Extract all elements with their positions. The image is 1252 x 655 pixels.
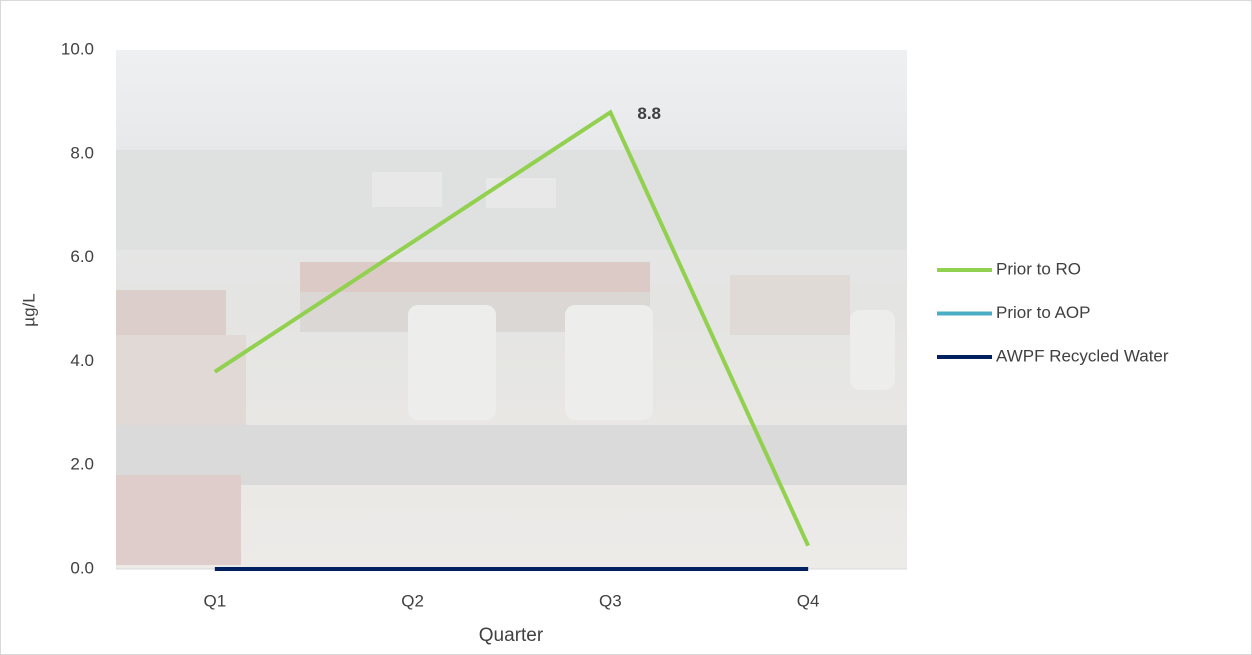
data-label: 8.8: [637, 104, 661, 123]
y-tick-label: 4.0: [70, 351, 94, 370]
legend-label: Prior to AOP: [996, 303, 1090, 322]
x-tick-label: Q4: [797, 591, 820, 610]
legend-label: AWPF Recycled Water: [996, 346, 1169, 365]
legend-label: Prior to RO: [996, 259, 1081, 278]
y-tick-label: 6.0: [70, 247, 94, 266]
y-tick-label: 2.0: [70, 455, 94, 474]
x-tick-label: Q1: [204, 591, 227, 610]
series-line: [213, 109, 810, 547]
y-axis-title: µg/L: [19, 293, 38, 326]
y-tick-label: 10.0: [61, 39, 94, 58]
y-tick-label: 8.0: [70, 143, 94, 162]
x-tick-label: Q3: [599, 591, 622, 610]
x-axis-title: Quarter: [479, 625, 544, 646]
x-tick-label: Q2: [401, 591, 424, 610]
y-tick-label: 0.0: [70, 558, 94, 577]
background-photo: [116, 50, 907, 569]
